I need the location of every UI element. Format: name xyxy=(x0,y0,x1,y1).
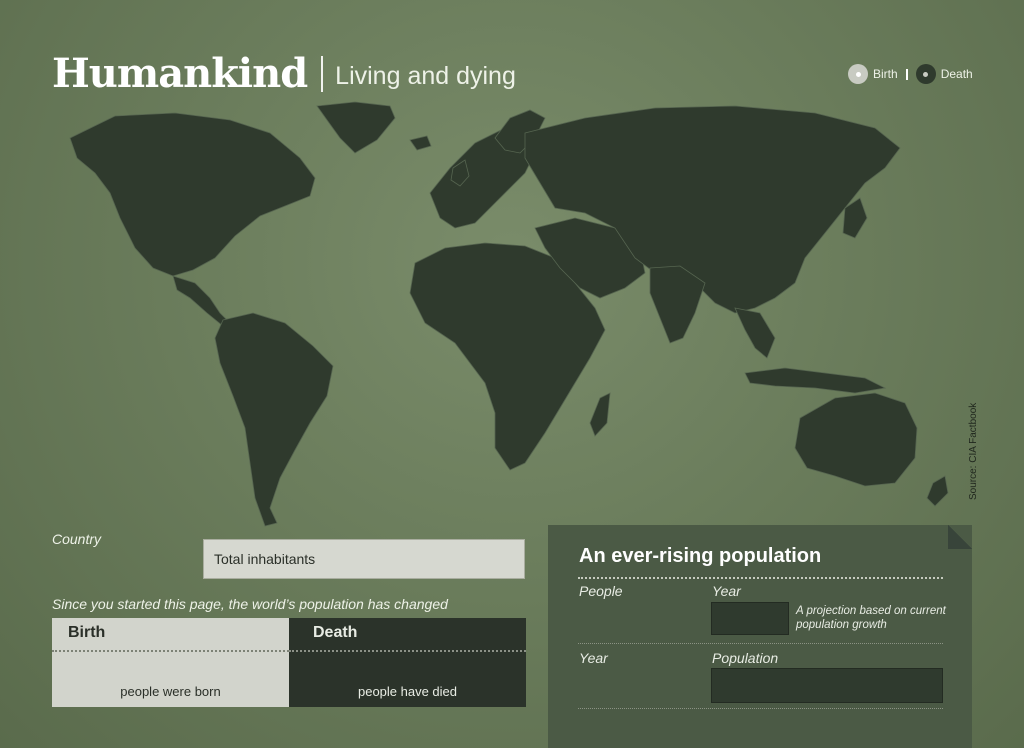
panel-corner-fold xyxy=(948,525,972,549)
page-title: Humankind Living and dying xyxy=(52,50,516,97)
north-america-region xyxy=(69,112,316,277)
south-america-region xyxy=(214,312,334,527)
map-source: Source: CIA Factbook xyxy=(968,402,979,500)
title-subtitle: Living and dying xyxy=(335,62,516,90)
title-divider xyxy=(321,55,324,92)
death-caption: people have died xyxy=(357,684,458,699)
birth-column: Birth people were born xyxy=(52,618,289,707)
legend-death-label[interactable]: Death xyxy=(940,67,973,81)
birth-dot-icon[interactable] xyxy=(848,64,868,84)
japan-region xyxy=(842,197,868,239)
new-zealand-region xyxy=(926,475,949,507)
population-label: Population xyxy=(712,650,779,666)
india-region xyxy=(649,265,706,344)
panel-divider-3 xyxy=(578,708,943,709)
iceland-region xyxy=(409,135,432,151)
asia-region xyxy=(524,105,901,314)
people-label: People xyxy=(579,583,623,599)
indonesia-region xyxy=(744,367,887,394)
birth-caption: people were born xyxy=(120,684,221,699)
central-america-region xyxy=(172,275,231,327)
scandinavia-region xyxy=(494,109,546,154)
population-output xyxy=(711,668,943,703)
australia-region xyxy=(794,392,918,487)
map-legend: Birth Death xyxy=(848,64,973,84)
year-input[interactable] xyxy=(711,602,789,635)
death-dot-icon[interactable] xyxy=(915,64,936,84)
legend-divider xyxy=(905,68,908,80)
panel-title: An ever-rising population xyxy=(579,545,822,567)
death-column: Death people have died xyxy=(289,618,526,707)
birth-header: Birth xyxy=(52,618,289,652)
population-change-intro: Since you started this page, the world’s… xyxy=(52,596,448,612)
legend-birth-label[interactable]: Birth xyxy=(873,67,898,81)
death-header: Death xyxy=(289,618,526,652)
southeast-asia-region xyxy=(734,307,776,359)
uk-region xyxy=(450,159,470,187)
world-map[interactable] xyxy=(55,98,990,538)
middle-east-region xyxy=(534,217,646,299)
title-main: Humankind xyxy=(52,50,308,97)
year-label-2: Year xyxy=(579,650,608,666)
year-label: Year xyxy=(712,583,741,599)
projection-note: A projection based on current population… xyxy=(796,605,946,631)
africa-region xyxy=(409,242,606,471)
birth-death-table: Birth people were born Death people have… xyxy=(52,618,526,707)
panel-divider xyxy=(578,577,943,579)
projection-panel: An ever-rising population People Year A … xyxy=(548,525,972,748)
madagascar-region xyxy=(589,392,611,437)
europe-region xyxy=(429,127,536,229)
country-label: Country xyxy=(52,531,102,547)
greenland-region xyxy=(316,101,396,154)
total-inhabitants-field: Total inhabitants xyxy=(203,539,525,579)
panel-divider-2 xyxy=(578,643,943,644)
